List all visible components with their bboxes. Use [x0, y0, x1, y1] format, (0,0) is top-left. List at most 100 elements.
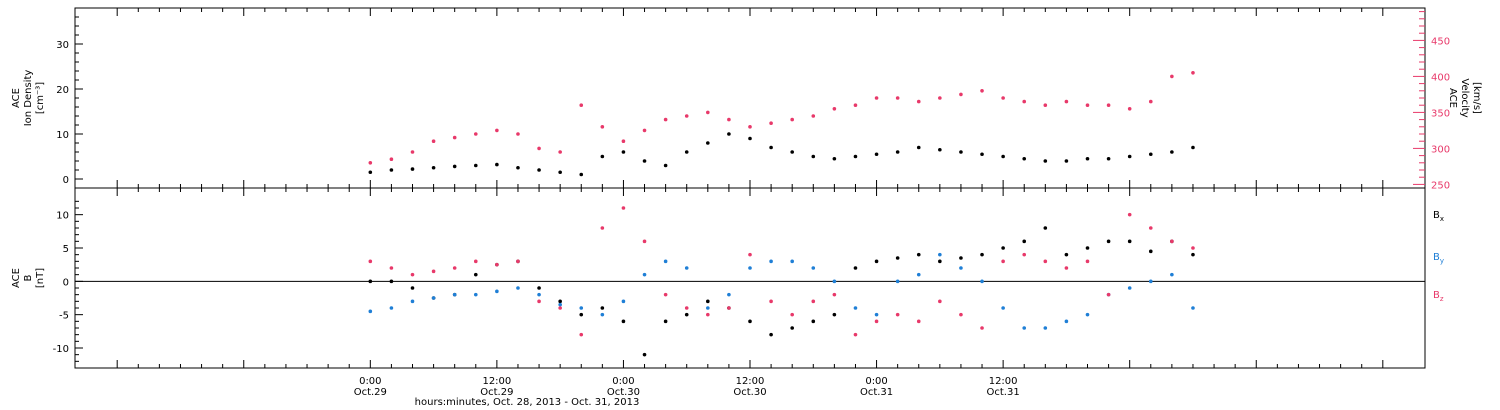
- bx-point: [410, 286, 415, 290]
- density-point: [516, 165, 520, 170]
- bz-point: [1191, 246, 1195, 250]
- velocity-point: [1085, 103, 1090, 107]
- x-tick-date-label: Oct.31: [860, 387, 893, 398]
- bx-point: [1022, 239, 1027, 244]
- bz-point: [1106, 292, 1111, 297]
- density-point: [916, 145, 921, 150]
- velocity-point: [1043, 103, 1048, 107]
- by-point: [790, 259, 794, 264]
- bz-point: [579, 332, 584, 337]
- bx-point: [832, 312, 837, 317]
- density-point: [1022, 156, 1027, 161]
- by-point: [916, 272, 921, 277]
- velocity-point: [938, 96, 942, 100]
- velocity-point: [895, 96, 900, 100]
- bz-point: [1148, 226, 1153, 230]
- legend-by: By: [1433, 252, 1444, 265]
- bottom-data-points: [368, 206, 1195, 357]
- bottom-left-tick-label: -10: [53, 344, 69, 355]
- bz-point: [853, 332, 858, 337]
- by-point: [621, 299, 626, 304]
- velocity-point: [916, 99, 921, 104]
- bx-point: [537, 286, 541, 290]
- velocity-point: [769, 121, 773, 125]
- top-right-tick-label: 300: [1431, 144, 1450, 155]
- bz-point: [410, 272, 415, 277]
- bx-point: [1001, 246, 1005, 250]
- bottom-left-tick-label: 10: [56, 211, 69, 222]
- by-point: [853, 306, 858, 310]
- by-point: [537, 292, 541, 297]
- by-point: [706, 306, 710, 310]
- by-point: [811, 266, 816, 270]
- by-point: [1022, 326, 1027, 330]
- velocity-point: [452, 135, 457, 140]
- by-point: [473, 292, 478, 297]
- bx-point: [368, 279, 373, 284]
- top-left-ylabel-line3: [cm⁻³]: [35, 82, 46, 114]
- bx-point: [389, 279, 394, 284]
- by-point: [642, 272, 647, 277]
- bz-point: [452, 266, 457, 270]
- density-point: [600, 154, 605, 159]
- by-point: [1127, 286, 1132, 290]
- density-point: [1085, 156, 1090, 161]
- velocity-point: [389, 157, 394, 161]
- x-tick-time-label: 0:00: [865, 376, 887, 387]
- bz-point: [495, 262, 499, 267]
- top-right-ylabel-line2: Velocity: [1459, 78, 1470, 117]
- by-point: [1064, 319, 1069, 324]
- bottom-panel-frame: [74, 187, 1426, 369]
- by-point: [1043, 326, 1048, 330]
- bx-point: [1043, 226, 1048, 230]
- density-point: [874, 152, 879, 157]
- by-point: [1085, 312, 1090, 317]
- top-left-tick-label: 20: [56, 85, 69, 96]
- by-point: [832, 279, 837, 284]
- bz-point: [980, 326, 984, 330]
- velocity-point: [980, 89, 984, 93]
- bottom-left-tick-label: 0: [63, 277, 69, 288]
- bx-point: [1148, 249, 1153, 254]
- top-left-ylabel-line1: ACE: [11, 88, 22, 108]
- bz-point: [368, 259, 373, 264]
- by-point: [558, 302, 562, 307]
- velocity-point: [642, 128, 647, 133]
- bx-point: [558, 299, 562, 304]
- density-point: [895, 150, 900, 154]
- velocity-point: [727, 117, 731, 122]
- by-point: [431, 296, 436, 300]
- density-point: [495, 162, 499, 167]
- x-tick-time-label: 0:00: [612, 376, 634, 387]
- density-point: [1106, 156, 1111, 161]
- top-panel-frame: [74, 7, 1426, 189]
- velocity-point: [600, 125, 605, 129]
- density-point: [790, 150, 794, 154]
- density-point: [853, 154, 858, 159]
- x-tick-date-label: Oct.30: [607, 387, 640, 398]
- by-point: [874, 312, 879, 317]
- by-point: [980, 279, 984, 284]
- bz-point: [1127, 212, 1132, 217]
- density-point: [1127, 154, 1132, 159]
- top-left-tick-label: 30: [56, 40, 69, 51]
- legend-bx-name: B: [1433, 210, 1440, 221]
- bx-point: [959, 256, 963, 260]
- top-left-tick-label: 10: [56, 130, 69, 141]
- legend-bz-name: B: [1433, 290, 1440, 301]
- velocity-point: [1106, 103, 1111, 107]
- bz-point: [642, 239, 647, 244]
- density-point: [537, 168, 541, 172]
- x-tick-date-label: Oct.29: [354, 387, 387, 398]
- density-point: [410, 167, 415, 171]
- density-point: [769, 145, 773, 150]
- by-point: [579, 306, 584, 310]
- top-right-ylabel-line1: ACE: [1447, 88, 1458, 108]
- velocity-point: [1148, 99, 1153, 104]
- velocity-point: [537, 146, 541, 151]
- legend-bz: Bz: [1433, 290, 1444, 303]
- density-point: [452, 164, 457, 169]
- density-point: [642, 159, 647, 163]
- velocity-point: [1170, 74, 1174, 79]
- by-point: [727, 292, 731, 297]
